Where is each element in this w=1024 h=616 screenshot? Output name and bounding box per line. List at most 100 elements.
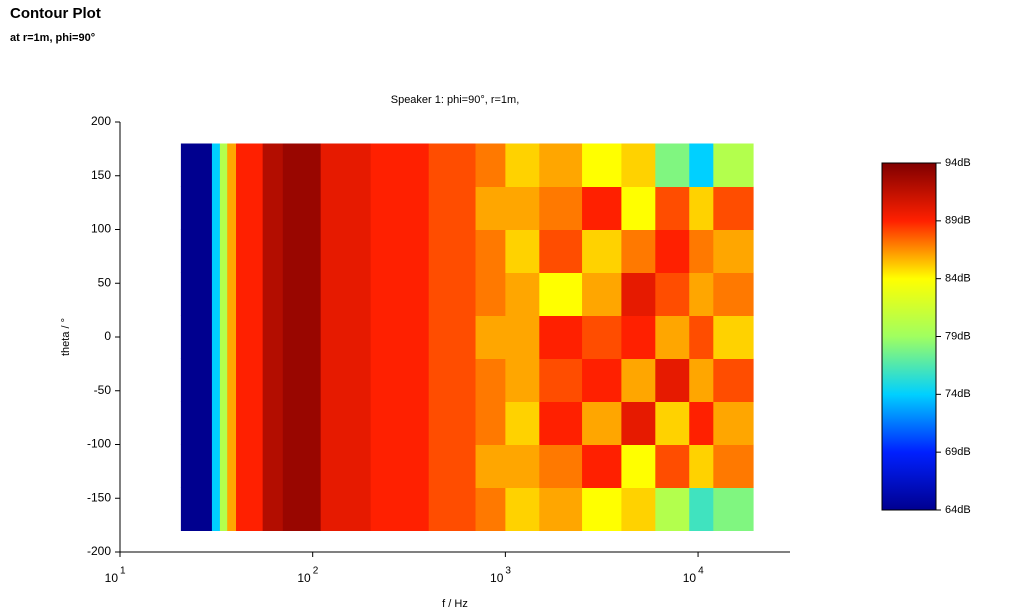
heatmap-cell: [219, 444, 228, 488]
heatmap-cell: [505, 401, 540, 445]
heatmap-cell: [475, 401, 506, 445]
heatmap-cell: [689, 186, 714, 230]
heatmap-cell: [689, 358, 714, 402]
y-tick-label: -200: [87, 544, 111, 558]
heatmap-cell: [211, 186, 221, 230]
heatmap-cell: [219, 229, 228, 273]
y-tick-label: 150: [91, 168, 111, 182]
heatmap-cell: [219, 401, 228, 445]
heatmap-cell: [180, 487, 213, 531]
heatmap-cell: [320, 401, 372, 445]
heatmap-cell: [689, 229, 714, 273]
heatmap-cell: [621, 401, 656, 445]
heatmap-cell: [236, 186, 264, 230]
heatmap-cell: [236, 272, 264, 316]
heatmap-cell: [713, 358, 754, 402]
heatmap-cell: [689, 401, 714, 445]
heatmap-cell: [505, 143, 540, 187]
y-tick-label: -50: [94, 383, 112, 397]
heatmap-cell: [655, 401, 690, 445]
heatmap-cell: [262, 358, 284, 402]
heatmap-cell: [621, 358, 656, 402]
heatmap-cell: [689, 487, 714, 531]
x-tick-exponent: 2: [313, 566, 319, 577]
x-axis-label: f / Hz: [442, 598, 468, 610]
heatmap-cell: [236, 401, 264, 445]
x-tick-label: 10: [683, 571, 697, 585]
heatmap-cell: [219, 143, 228, 187]
heatmap-cell: [505, 229, 540, 273]
heatmap-cell: [428, 143, 477, 187]
heatmap-cell: [180, 143, 213, 187]
heatmap-cell: [180, 272, 213, 316]
colorbar: [881, 162, 937, 511]
heatmap-cell: [621, 487, 656, 531]
heatmap-cell: [180, 444, 213, 488]
heatmap-cell: [180, 186, 213, 230]
heatmap-cell: [227, 229, 237, 273]
colorbar-tick-label: 94dB: [945, 157, 971, 169]
y-axis-label: theta / °: [60, 318, 72, 356]
heatmap-cell: [211, 272, 221, 316]
heatmap-cell: [428, 272, 477, 316]
heatmap-cell: [262, 444, 284, 488]
heatmap-cell: [655, 186, 690, 230]
heatmap-cell: [689, 444, 714, 488]
heatmap-cell: [236, 358, 264, 402]
heatmap-cell: [219, 272, 228, 316]
heatmap-cell: [655, 358, 690, 402]
heatmap-cell: [539, 487, 583, 531]
heatmap-cell: [621, 315, 656, 359]
heatmap-cell: [428, 444, 477, 488]
heatmap-cell: [370, 487, 430, 531]
heatmap-cell: [211, 315, 221, 359]
heatmap-cell: [227, 358, 237, 402]
heatmap-cell: [582, 143, 622, 187]
heatmap-cell: [282, 315, 322, 359]
heatmap-cell: [211, 143, 221, 187]
heatmap-cell: [219, 315, 228, 359]
heatmap-cell: [582, 272, 622, 316]
heatmap-cell: [236, 315, 264, 359]
heatmap-cell: [320, 315, 372, 359]
colorbar-tick-label: 84dB: [945, 273, 971, 285]
heatmap-cell: [227, 487, 237, 531]
heatmap-cell: [211, 487, 221, 531]
heatmap-cell: [370, 229, 430, 273]
heatmap-cell: [262, 272, 284, 316]
heatmap-cell: [428, 487, 477, 531]
heatmap-cell: [475, 186, 506, 230]
heatmap-cell: [227, 272, 237, 316]
y-tick-label: -150: [87, 490, 111, 504]
heatmap-cell: [370, 444, 430, 488]
heatmap-cell: [236, 487, 264, 531]
heatmap-cell: [505, 186, 540, 230]
heatmap-cell: [582, 487, 622, 531]
heatmap-cell: [219, 487, 228, 531]
heatmap-cell: [621, 444, 656, 488]
heatmap-cell: [475, 229, 506, 273]
heatmap-cell: [655, 272, 690, 316]
heatmap-cell: [282, 272, 322, 316]
page-subtitle: at r=1m, phi=90°: [10, 32, 95, 44]
heatmap-cell: [236, 229, 264, 273]
heatmap-cell: [505, 272, 540, 316]
heatmap-cell: [282, 358, 322, 402]
heatmap-cell: [539, 444, 583, 488]
heatmap-cell: [236, 444, 264, 488]
heatmap-cell: [180, 401, 213, 445]
heatmap-cell: [713, 487, 754, 531]
heatmap-cell: [505, 487, 540, 531]
heatmap-cell: [227, 401, 237, 445]
y-tick-label: 50: [98, 275, 112, 289]
y-tick-label: 100: [91, 222, 111, 236]
heatmap-cell: [320, 487, 372, 531]
heatmap-cell: [262, 229, 284, 273]
heatmap-cell: [262, 315, 284, 359]
heatmap-cell: [211, 444, 221, 488]
heatmap-cell: [713, 186, 754, 230]
heatmap-cell: [282, 444, 322, 488]
heatmap-cell: [689, 272, 714, 316]
heatmap-cell: [428, 401, 477, 445]
